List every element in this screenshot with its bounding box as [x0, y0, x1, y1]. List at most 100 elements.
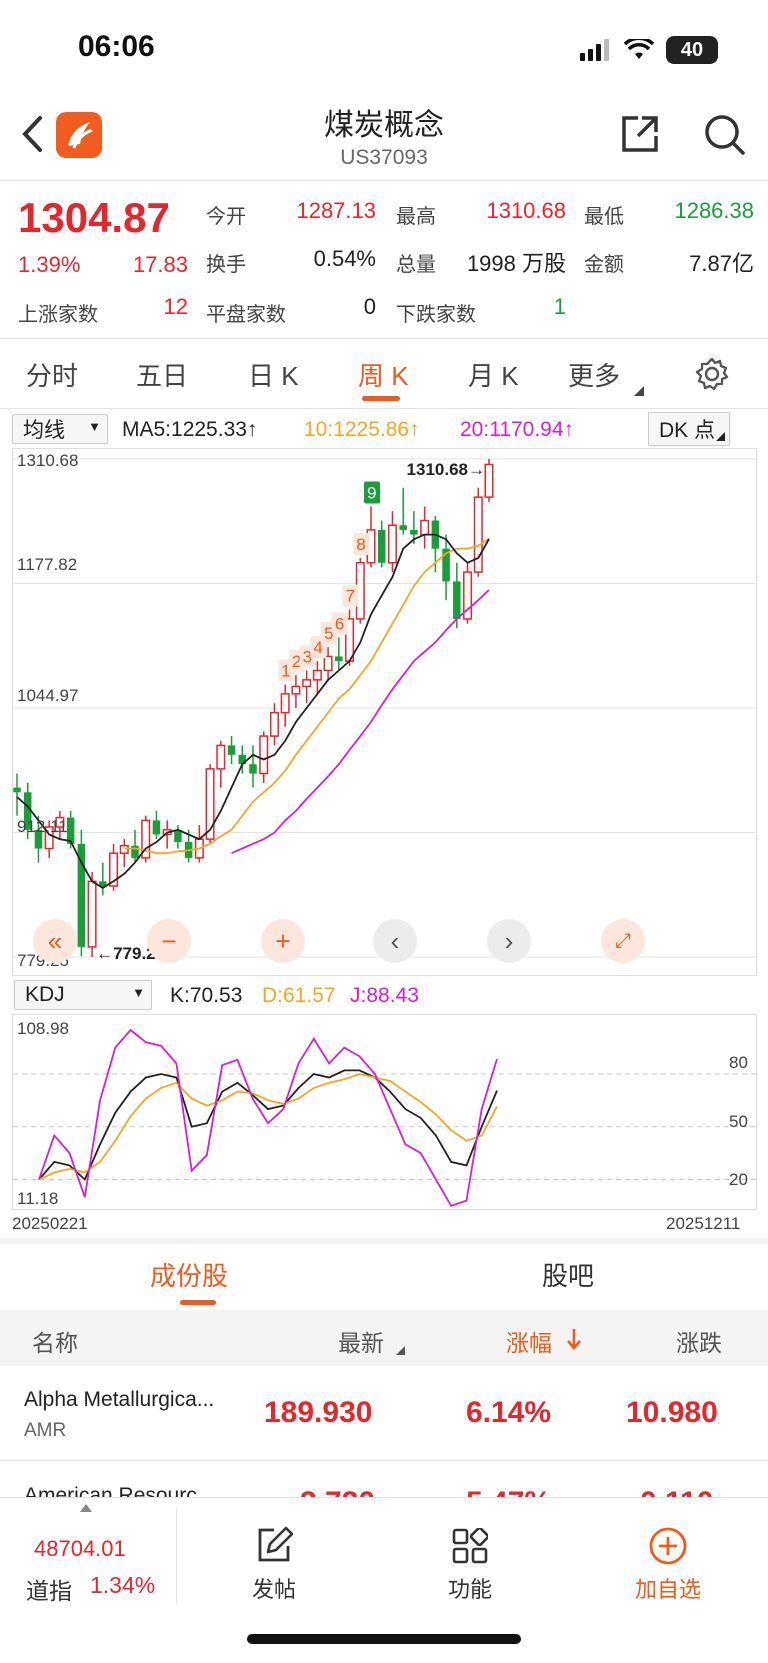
td-label: 3 — [303, 647, 312, 666]
post-button[interactable]: 发帖 — [214, 1506, 334, 1606]
candle-body — [77, 843, 86, 947]
zoom-in-button[interactable]: + — [261, 919, 305, 963]
index-name: 道指 — [26, 1578, 72, 1604]
list-item[interactable]: American Resourc... 3.730 5.47% 0.110 — [0, 1462, 768, 1498]
td-badge — [331, 612, 348, 635]
kline-chart[interactable]: 1 2 3 4 5 6 7 8 9 1310.68→ ←779.25 1310.68 1177.82… — [12, 448, 758, 976]
caret-up-icon — [80, 1504, 92, 1512]
candle-body — [259, 735, 269, 775]
candle-body — [34, 829, 43, 849]
stock-change: 10.980 — [626, 1396, 718, 1429]
tab-intraday[interactable]: 分时 — [26, 361, 79, 391]
td-label: 6 — [335, 615, 344, 634]
candle-body — [442, 548, 450, 582]
share-icon[interactable] — [618, 112, 662, 156]
candle-body — [302, 679, 312, 688]
edit-pencil-icon — [258, 1526, 294, 1562]
back-arrow-icon[interactable] — [20, 114, 44, 154]
candle-body — [109, 852, 119, 887]
kdj-svg — [13, 1028, 758, 1207]
down-count: 1 — [553, 294, 566, 319]
fast-back-button[interactable]: « — [33, 919, 77, 963]
open-value: 1287.13 — [296, 198, 376, 223]
kdj-j-line — [38, 1028, 498, 1207]
col-change[interactable]: 涨跌 — [676, 1330, 722, 1356]
tab-monthly-k[interactable]: 月 K — [468, 361, 519, 391]
plus-circle-icon — [649, 1527, 687, 1565]
list-item[interactable]: Alpha Metallurgica... AMR 189.930 6.14% … — [0, 1366, 768, 1460]
tab-weekly-k[interactable]: 周 K — [358, 361, 409, 391]
ma10-line — [124, 537, 490, 855]
candle-body — [269, 711, 279, 737]
indicator-select-kdj[interactable]: KDJ ▼ — [14, 980, 152, 1010]
col-latest[interactable]: 最新 — [338, 1330, 384, 1356]
stock-latest: 189.930 — [264, 1396, 373, 1429]
candle-body — [312, 669, 322, 681]
zoom-out-button[interactable]: − — [147, 919, 191, 963]
up-count: 12 — [163, 294, 188, 319]
stock-name: American Resourc... — [24, 1484, 215, 1498]
post-label: 发帖 — [251, 1577, 296, 1602]
add-watchlist-button[interactable]: 加自选 — [608, 1506, 728, 1606]
kdj-y-tick-label: 108.98 — [17, 1019, 69, 1038]
candle-body — [66, 817, 75, 844]
low-value: 1286.38 — [674, 198, 754, 223]
change-value: 17.83 — [132, 252, 188, 277]
search-icon[interactable] — [702, 112, 746, 156]
expand-icon: ⤢ — [615, 929, 631, 952]
divider — [0, 338, 768, 339]
kdj-k-line — [38, 1069, 498, 1182]
candle-body — [291, 685, 301, 695]
col-change-pct[interactable]: 涨幅 — [506, 1330, 552, 1356]
functions-label: 功能 — [447, 1577, 492, 1602]
dk-point-toggle[interactable]: DK 点 — [648, 412, 730, 446]
amount-label: 金额 — [584, 254, 624, 276]
tab-more[interactable]: 更多 — [568, 361, 621, 391]
tab-five-day[interactable]: 五日 — [136, 361, 189, 391]
candle-body — [174, 829, 182, 842]
stock-change: 0.110 — [640, 1486, 713, 1498]
candle-body — [152, 820, 161, 835]
y-tick-label: 1044.97 — [17, 686, 79, 705]
y-tick-label: 912.11 — [17, 817, 68, 836]
cellular-signal-icon — [580, 39, 609, 61]
y-tick-label: 1177.82 — [17, 555, 78, 574]
section-divider — [0, 1238, 768, 1244]
tab-daily-k[interactable]: 日 K — [248, 361, 299, 391]
up-count-label: 上涨家数 — [18, 304, 98, 326]
ma10-value: 10:1225.86↑ — [304, 418, 420, 441]
candle-body — [23, 792, 32, 830]
add-watchlist-label: 加自选 — [634, 1577, 701, 1602]
functions-button[interactable]: 功能 — [410, 1506, 530, 1606]
kdj-chart[interactable]: 108.98 11.18 80 50 20 — [12, 1014, 758, 1210]
scroll-left-button[interactable]: ‹ — [373, 919, 417, 963]
fullscreen-button[interactable]: ⤢ — [601, 919, 645, 963]
segment-tabs: 成份股 股吧 — [0, 1238, 768, 1308]
candle-body — [249, 764, 257, 774]
index-value: 48704.01 — [34, 1536, 126, 1561]
settings-gear-icon[interactable] — [694, 356, 730, 392]
divider — [0, 408, 768, 409]
scroll-right-button[interactable]: › — [487, 919, 531, 963]
indicator-select-ma[interactable]: 均线 ▼ — [12, 414, 108, 444]
header: 煤炭概念 US37093 — [0, 92, 768, 182]
td-label: 5 — [324, 624, 333, 643]
high-label: 最高 — [396, 206, 436, 228]
ma20-value: 20:1170.94↑ — [460, 418, 575, 441]
candle-body — [141, 819, 151, 859]
td-label: 9 — [367, 483, 376, 502]
divider — [0, 180, 768, 181]
index-change: 1.34% — [90, 1572, 156, 1598]
candle-body — [55, 816, 65, 828]
stock-latest: 3.730 — [300, 1486, 375, 1498]
kdj-y-tick-label: 11.18 — [17, 1189, 59, 1208]
tab-constituents[interactable]: 成份股 — [150, 1261, 229, 1291]
page-title: 煤炭概念 — [324, 109, 444, 142]
wifi-icon — [624, 39, 654, 59]
tab-forum[interactable]: 股吧 — [542, 1261, 595, 1291]
index-ticker[interactable]: 48704.01 道指 1.34% — [0, 1498, 176, 1608]
period-tabs: 分时 五日 日 K 周 K 月 K 更多 — [0, 340, 768, 410]
candle-body — [323, 655, 333, 672]
x-end-date: 20251211 — [666, 1214, 741, 1233]
